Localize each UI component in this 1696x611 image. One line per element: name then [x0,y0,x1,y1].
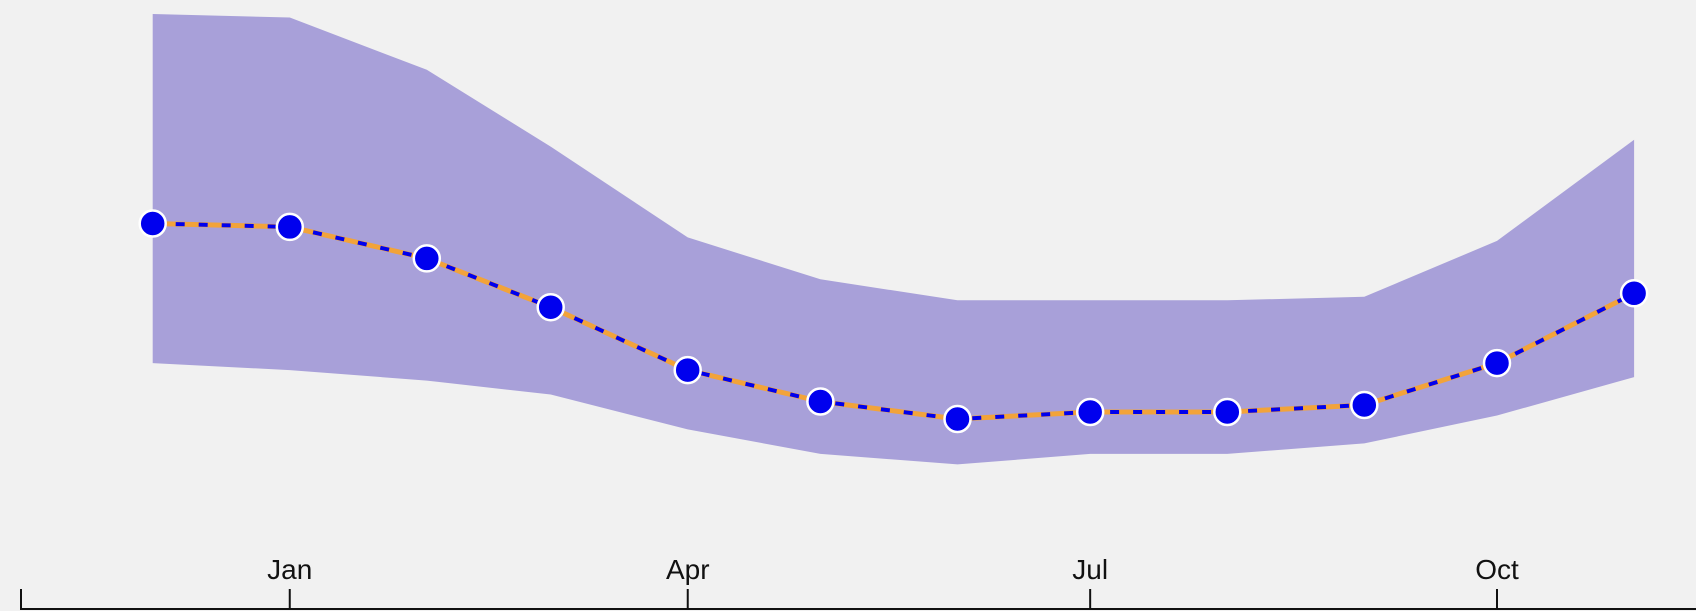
data-point[interactable] [806,387,835,416]
series-line-dash [152,221,1636,422]
data-point[interactable] [138,209,167,238]
x-axis-tick-label: Oct [1475,554,1519,585]
data-points-layer [138,209,1649,434]
data-point[interactable] [536,292,565,322]
series-line-layer [150,221,1637,422]
confidence-band [152,14,1635,465]
x-axis-tick-label: Jan [267,554,312,585]
data-point[interactable] [275,212,305,242]
x-axis-tick-label: Jul [1072,554,1108,585]
confidence-band-layer [152,14,1635,465]
data-point[interactable] [1482,348,1512,378]
data-point[interactable] [412,244,442,273]
x-axis: Jan Apr Jul Oct [20,554,1696,610]
data-point[interactable] [673,355,702,385]
x-axis-tick-label: Apr [666,554,710,585]
data-point[interactable] [943,404,972,434]
data-point[interactable] [1213,397,1242,427]
data-point[interactable] [1350,390,1379,420]
data-point[interactable] [1619,279,1649,308]
data-point[interactable] [1075,397,1105,427]
